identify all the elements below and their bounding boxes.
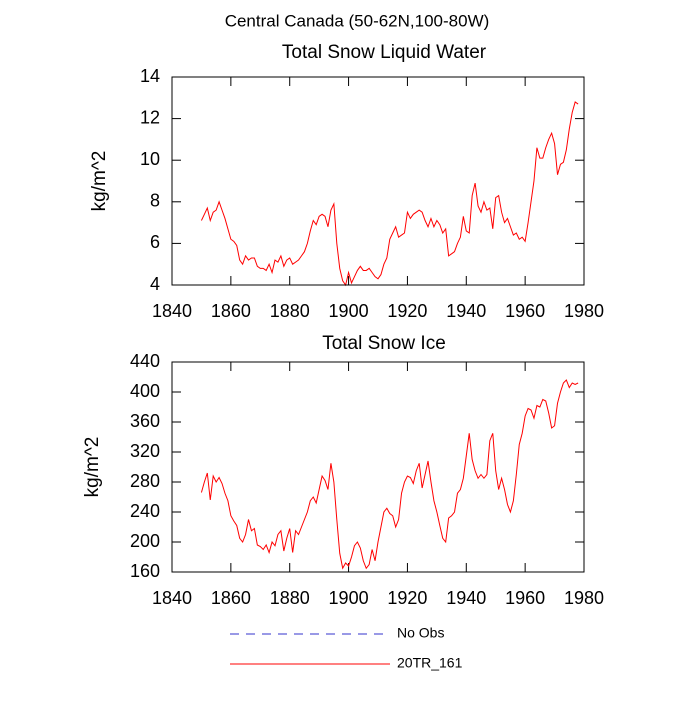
- x-tick-label: 1900: [329, 588, 369, 608]
- x-tick-label: 1940: [446, 301, 486, 321]
- x-tick-label: 1920: [387, 301, 427, 321]
- x-tick-label: 1920: [387, 588, 427, 608]
- x-tick-label: 1840: [152, 588, 192, 608]
- y-axis-label: kg/m^2: [89, 151, 110, 212]
- y-tick-label: 10: [140, 149, 160, 169]
- x-tick-label: 1900: [329, 301, 369, 321]
- x-tick-label: 1880: [270, 301, 310, 321]
- y-tick-label: 320: [130, 441, 160, 461]
- x-tick-label: 1940: [446, 588, 486, 608]
- legend-label: No Obs: [397, 625, 444, 641]
- y-tick-label: 160: [130, 561, 160, 581]
- x-tick-label: 1880: [270, 588, 310, 608]
- y-tick-label: 440: [130, 351, 160, 371]
- y-tick-label: 360: [130, 411, 160, 431]
- series-line: [200, 101, 579, 287]
- y-tick-label: 240: [130, 501, 160, 521]
- panel-title: Total Snow Liquid Water: [282, 42, 487, 63]
- x-tick-label: 1860: [211, 301, 251, 321]
- x-tick-label: 1960: [505, 588, 545, 608]
- x-tick-label: 1960: [505, 301, 545, 321]
- legend-label: 20TR_161: [397, 655, 463, 671]
- x-tick-label: 1860: [211, 588, 251, 608]
- figure-title: Central Canada (50-62N,100-80W): [225, 11, 490, 30]
- y-tick-label: 14: [140, 66, 160, 86]
- series-line: [200, 379, 579, 570]
- y-tick-label: 280: [130, 471, 160, 491]
- panel-title: Total Snow Ice: [322, 333, 446, 354]
- x-tick-label: 1980: [564, 301, 604, 321]
- x-tick-label: 1980: [564, 588, 604, 608]
- y-tick-label: 4: [150, 274, 160, 294]
- y-tick-label: 12: [140, 107, 160, 127]
- x-tick-label: 1840: [152, 301, 192, 321]
- plot-frame: [171, 361, 585, 573]
- y-tick-label: 200: [130, 531, 160, 551]
- y-axis-label: kg/m^2: [82, 437, 103, 498]
- y-tick-label: 400: [130, 381, 160, 401]
- y-tick-label: 6: [150, 232, 160, 252]
- plot-frame: [171, 76, 585, 286]
- y-tick-label: 8: [150, 191, 160, 211]
